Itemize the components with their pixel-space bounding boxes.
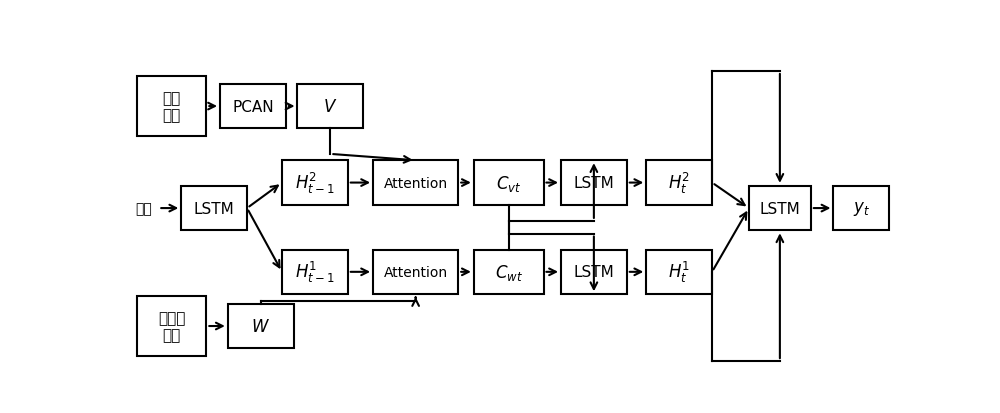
Text: $W$: $W$ xyxy=(251,318,270,335)
Text: LSTM: LSTM xyxy=(760,201,800,216)
FancyBboxPatch shape xyxy=(282,161,348,205)
FancyBboxPatch shape xyxy=(561,250,627,294)
Text: $H^2_t$: $H^2_t$ xyxy=(668,171,690,196)
Text: 气象站
气温: 气象站 气温 xyxy=(158,310,185,342)
FancyBboxPatch shape xyxy=(137,76,206,137)
Text: LSTM: LSTM xyxy=(574,176,614,191)
FancyBboxPatch shape xyxy=(749,186,811,231)
FancyBboxPatch shape xyxy=(561,161,627,205)
Text: $C_{wt}$: $C_{wt}$ xyxy=(495,262,523,282)
FancyBboxPatch shape xyxy=(373,250,458,294)
FancyBboxPatch shape xyxy=(228,304,294,349)
Text: $H^2_{t-1}$: $H^2_{t-1}$ xyxy=(295,171,335,196)
Text: $C_{vt}$: $C_{vt}$ xyxy=(496,173,521,193)
FancyBboxPatch shape xyxy=(646,161,712,205)
FancyBboxPatch shape xyxy=(474,250,544,294)
FancyBboxPatch shape xyxy=(297,85,363,129)
Text: LSTM: LSTM xyxy=(194,201,234,216)
Text: 输入: 输入 xyxy=(135,202,152,216)
Text: $y_t$: $y_t$ xyxy=(853,199,870,218)
Text: $V$: $V$ xyxy=(323,98,338,115)
Text: PCAN: PCAN xyxy=(232,99,274,114)
FancyBboxPatch shape xyxy=(373,161,458,205)
Text: Attention: Attention xyxy=(384,176,448,190)
FancyBboxPatch shape xyxy=(282,250,348,294)
FancyBboxPatch shape xyxy=(833,186,889,231)
Text: LSTM: LSTM xyxy=(574,265,614,280)
FancyBboxPatch shape xyxy=(181,186,247,231)
Text: Attention: Attention xyxy=(384,265,448,279)
FancyBboxPatch shape xyxy=(646,250,712,294)
FancyBboxPatch shape xyxy=(474,161,544,205)
Text: $H^1_{t-1}$: $H^1_{t-1}$ xyxy=(295,260,335,285)
FancyBboxPatch shape xyxy=(220,85,286,129)
FancyBboxPatch shape xyxy=(137,296,206,356)
Text: $H^1_t$: $H^1_t$ xyxy=(668,260,690,285)
Text: 高清
卫图: 高清 卫图 xyxy=(162,90,181,123)
